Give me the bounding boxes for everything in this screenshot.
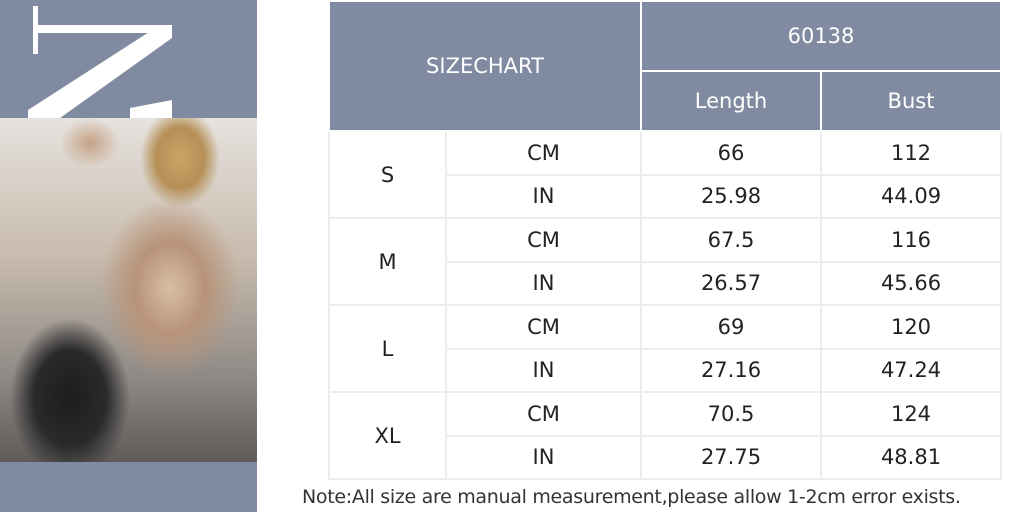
size-label: S <box>328 130 447 219</box>
bust-value: 124 <box>820 391 1002 437</box>
unit-label: IN <box>445 260 642 306</box>
length-value: 27.16 <box>640 347 822 393</box>
table-row: IN 27.75 48.81 <box>329 434 1002 480</box>
product-side-panel <box>0 0 257 512</box>
bust-value: 45.66 <box>820 260 1002 306</box>
unit-label: IN <box>445 173 642 219</box>
table-row: S CM 66 112 <box>328 130 1002 219</box>
table-row: L CM 69 120 <box>328 304 1002 393</box>
length-value: 69 <box>640 304 822 350</box>
measurement-note: Note:All size are manual measurement,ple… <box>302 486 961 508</box>
product-photo <box>0 118 257 462</box>
column-header-bust: Bust <box>820 70 1002 132</box>
size-label: L <box>328 304 447 393</box>
model-number: 60138 <box>640 0 1002 72</box>
length-value: 25.98 <box>640 173 822 219</box>
table-row: M CM 67.5 116 <box>328 217 1002 306</box>
size-label: XL <box>328 391 447 480</box>
unit-label: IN <box>445 434 642 480</box>
bust-value: 48.81 <box>820 434 1002 480</box>
bust-value: 120 <box>820 304 1002 350</box>
bust-value: 47.24 <box>820 347 1002 393</box>
length-value: 66 <box>640 130 822 176</box>
unit-label: CM <box>445 130 642 176</box>
unit-label: CM <box>445 304 642 350</box>
unit-label: IN <box>445 347 642 393</box>
length-value: 27.75 <box>640 434 822 480</box>
brand-logo-mark <box>28 6 172 118</box>
size-chart-table: SIZECHART 60138 Length Bust S CM 66 112 IN 25… <box>328 0 1002 480</box>
length-value: 70.5 <box>640 391 822 437</box>
table-row: IN 26.57 45.66 <box>329 260 1002 306</box>
length-value: 26.57 <box>640 260 822 306</box>
table-row: IN 27.16 47.24 <box>329 347 1002 393</box>
size-label: M <box>328 217 447 306</box>
column-header-length: Length <box>640 70 822 132</box>
bust-value: 116 <box>820 217 1002 263</box>
sizechart-title: SIZECHART <box>328 0 642 132</box>
table-row: IN 25.98 44.09 <box>329 173 1002 219</box>
unit-label: CM <box>445 391 642 437</box>
unit-label: CM <box>445 217 642 263</box>
bust-value: 44.09 <box>820 173 1002 219</box>
length-value: 67.5 <box>640 217 822 263</box>
table-row: XL CM 70.5 124 <box>328 391 1002 480</box>
bust-value: 112 <box>820 130 1002 176</box>
